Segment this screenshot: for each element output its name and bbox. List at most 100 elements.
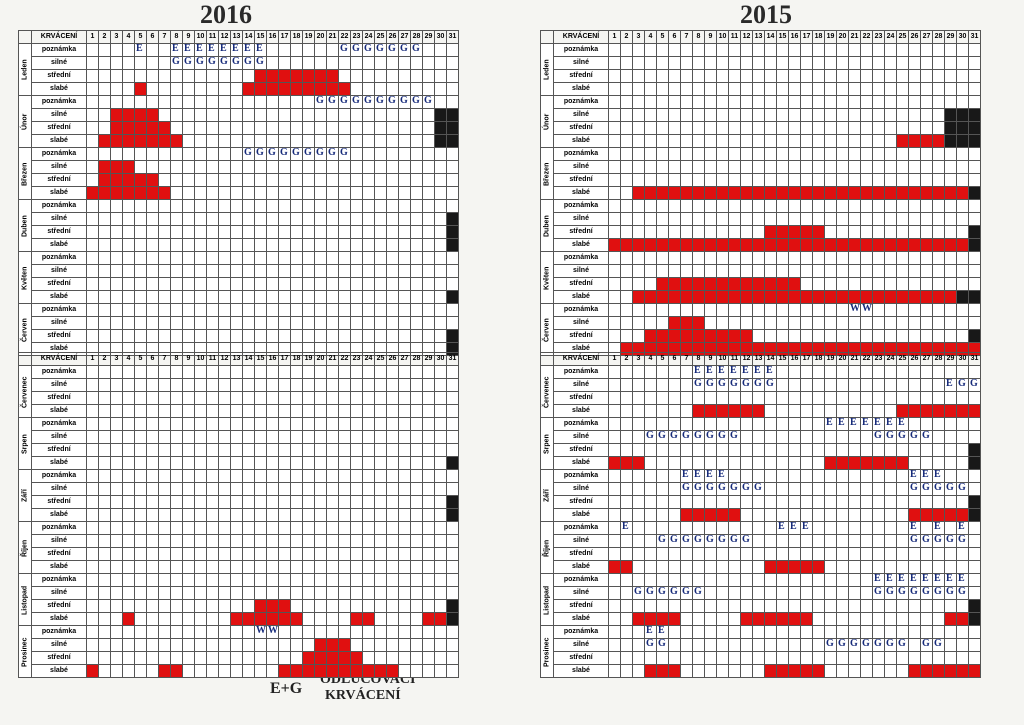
day-cell <box>621 70 633 83</box>
day-header: 26 <box>387 31 399 44</box>
day-cell <box>219 278 231 291</box>
day-cell <box>777 496 789 509</box>
day-cell <box>207 83 219 96</box>
day-cell <box>657 135 669 148</box>
day-cell <box>777 304 789 317</box>
day-cell <box>315 239 327 252</box>
day-cell <box>399 535 411 548</box>
day-cell <box>837 330 849 343</box>
cell-mark: G <box>172 57 180 67</box>
day-cell <box>957 470 969 483</box>
day-cell <box>933 161 945 174</box>
day-cell <box>291 444 303 457</box>
day-cell: G <box>375 44 387 57</box>
day-cell <box>765 548 777 561</box>
day-cell <box>111 392 123 405</box>
day-cell <box>87 135 99 148</box>
day-cell <box>969 96 981 109</box>
day-cell <box>957 122 969 135</box>
day-cell <box>123 44 135 57</box>
day-cell <box>219 252 231 265</box>
day-cell <box>207 405 219 418</box>
day-cell <box>969 431 981 444</box>
day-cell <box>837 291 849 304</box>
day-cell <box>339 600 351 613</box>
day-cell <box>765 265 777 278</box>
day-cell <box>753 405 765 418</box>
day-cell <box>945 392 957 405</box>
day-cell <box>183 431 195 444</box>
day-cell <box>231 265 243 278</box>
day-cell <box>375 148 387 161</box>
day-header: 22 <box>861 31 873 44</box>
day-cell <box>849 548 861 561</box>
day-cell <box>681 330 693 343</box>
day-cell <box>399 330 411 343</box>
day-cell <box>423 613 435 626</box>
day-cell <box>885 213 897 226</box>
day-cell <box>693 109 705 122</box>
day-cell <box>159 83 171 96</box>
day-cell <box>693 44 705 57</box>
row-label: poznámka <box>32 626 87 639</box>
day-cell <box>633 379 645 392</box>
day-cell <box>207 587 219 600</box>
day-cell <box>123 148 135 161</box>
day-cell <box>435 83 447 96</box>
day-cell <box>99 483 111 496</box>
day-cell <box>375 652 387 665</box>
day-cell <box>873 444 885 457</box>
day-cell <box>351 379 363 392</box>
day-cell <box>387 431 399 444</box>
day-cell <box>255 587 267 600</box>
day-cell <box>447 587 459 600</box>
day-cell <box>789 161 801 174</box>
day-cell <box>411 70 423 83</box>
day-cell <box>195 330 207 343</box>
day-cell <box>837 57 849 70</box>
day-cell <box>645 70 657 83</box>
day-cell <box>339 161 351 174</box>
day-cell: G <box>669 535 681 548</box>
cell-mark: G <box>256 148 264 158</box>
day-cell <box>717 587 729 600</box>
day-cell <box>219 96 231 109</box>
day-cell <box>873 44 885 57</box>
day-cell <box>741 444 753 457</box>
day-cell <box>351 509 363 522</box>
day-cell <box>645 317 657 330</box>
day-cell <box>705 161 717 174</box>
day-cell <box>315 548 327 561</box>
day-cell <box>777 470 789 483</box>
day-cell <box>789 535 801 548</box>
day-header: 29 <box>423 353 435 366</box>
day-cell <box>897 665 909 678</box>
day-cell <box>411 587 423 600</box>
day-cell <box>645 600 657 613</box>
day-cell <box>633 330 645 343</box>
day-header: 31 <box>447 353 459 366</box>
day-cell <box>303 187 315 200</box>
day-cell <box>219 122 231 135</box>
row-label: slabé <box>554 135 609 148</box>
day-cell <box>87 444 99 457</box>
day-cell <box>135 57 147 70</box>
cell-mark: E <box>922 574 929 584</box>
day-cell <box>363 148 375 161</box>
day-cell <box>765 278 777 291</box>
day-cell <box>921 44 933 57</box>
row-label: poznámka <box>32 304 87 317</box>
day-cell <box>849 109 861 122</box>
day-cell <box>729 304 741 317</box>
day-cell <box>387 444 399 457</box>
day-cell <box>363 587 375 600</box>
day-cell <box>861 291 873 304</box>
day-cell <box>933 148 945 161</box>
day-cell <box>753 392 765 405</box>
day-cell <box>123 470 135 483</box>
day-cell <box>681 122 693 135</box>
day-cell <box>621 613 633 626</box>
day-cell <box>411 213 423 226</box>
day-cell <box>99 44 111 57</box>
cell-mark: G <box>838 639 846 649</box>
